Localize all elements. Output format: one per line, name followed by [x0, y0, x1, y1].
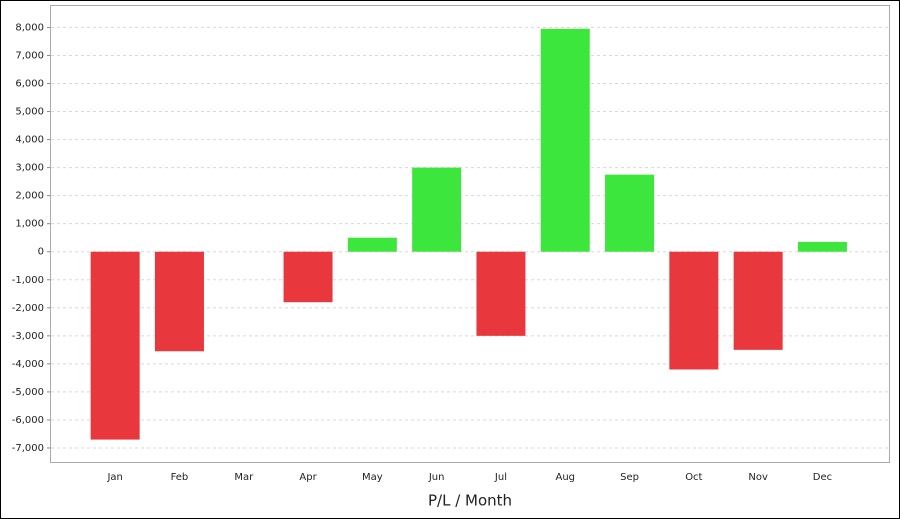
x-tick-label: Aug	[555, 472, 575, 483]
y-tick-label: -2,000	[12, 303, 44, 314]
y-tick-label: 7,000	[15, 50, 44, 61]
y-tick-label: 3,000	[15, 163, 44, 174]
y-tick-label: -7,000	[12, 443, 44, 454]
x-tick-label: Jun	[428, 472, 445, 483]
bar	[283, 251, 333, 303]
plot-area	[50, 5, 890, 463]
x-tick-label: Nov	[748, 472, 768, 483]
x-tick-label: Feb	[171, 472, 189, 483]
y-tick-label: 1,000	[15, 219, 44, 230]
bar	[669, 251, 719, 370]
x-axis-title: P/L / Month	[428, 492, 512, 510]
y-tick-label: 0	[38, 247, 44, 258]
x-tick-label: Sep	[620, 472, 639, 483]
bar	[347, 237, 397, 252]
y-tick-label: 4,000	[15, 135, 44, 146]
x-tick-label: Oct	[685, 472, 702, 483]
y-tick-label: 6,000	[15, 79, 44, 90]
bar	[476, 251, 526, 336]
bar	[412, 167, 462, 252]
bar	[733, 251, 783, 350]
x-tick-label: Dec	[813, 472, 832, 483]
x-tick-label: Apr	[299, 472, 317, 483]
bar	[540, 28, 590, 252]
x-tick-label: Jul	[494, 472, 507, 483]
x-tick-label: Jan	[106, 472, 122, 483]
bar	[154, 251, 204, 352]
y-tick-label: 5,000	[15, 107, 44, 118]
y-tick-label: -5,000	[12, 387, 44, 398]
y-tick-label: -1,000	[12, 275, 44, 286]
y-tick-label: 2,000	[15, 191, 44, 202]
x-tick-label: May	[362, 472, 383, 483]
x-tick-label: Mar	[234, 472, 254, 483]
bar	[605, 174, 655, 252]
y-tick-label: 8,000	[15, 22, 44, 33]
y-tick-label: -6,000	[12, 415, 44, 426]
y-tick-label: -3,000	[12, 331, 44, 342]
bar	[797, 241, 847, 252]
bar	[90, 251, 140, 440]
y-tick-label: -4,000	[12, 359, 44, 370]
